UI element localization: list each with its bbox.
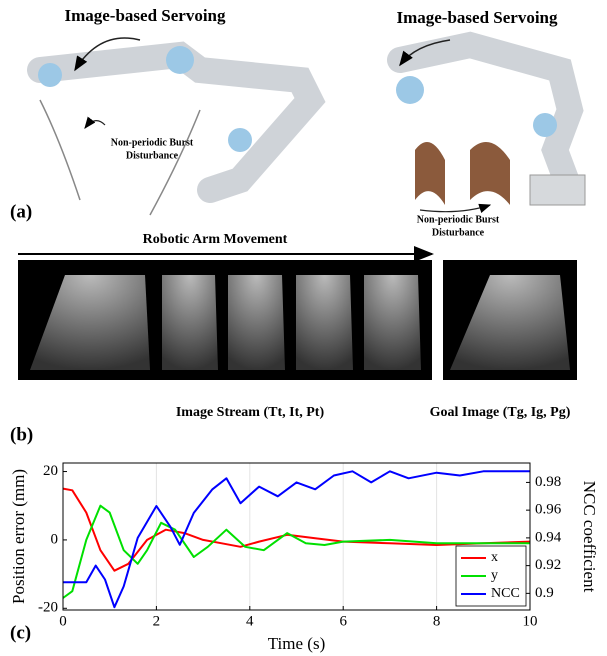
panel-title: Image-based Servoing [396, 8, 558, 27]
ultrasound-frames [30, 275, 570, 370]
robot-right [396, 40, 585, 212]
y-axis-label: Position error (mm) [9, 469, 28, 604]
panel-label: (c) [10, 622, 31, 643]
x-tick-label: 4 [246, 613, 254, 629]
x-tick-label: 6 [339, 613, 347, 629]
figure: Image-based Servoing Image-based Servoin… [0, 0, 607, 656]
y2-tick-label: 0.92 [535, 557, 561, 573]
caption: Goal Image (Tg, Ig, Pg) [430, 405, 571, 420]
legend-label: y [491, 568, 498, 583]
x-tick-label: 0 [59, 613, 67, 629]
y2-tick-label: 0.96 [535, 502, 562, 518]
annotation: Disturbance [432, 227, 485, 238]
robot-left [38, 38, 310, 215]
legend-label: x [491, 550, 498, 565]
annotation: Non-periodic Burst [111, 137, 194, 148]
legend-label: NCC [491, 586, 520, 601]
caption: Image Stream (Tt, It, Pt) [176, 405, 325, 420]
x-tick-label: 2 [153, 613, 161, 629]
arrow-label: Robotic Arm Movement [143, 232, 288, 247]
annotation: Non-periodic Burst [417, 214, 500, 225]
x-axis-label: Time (s) [268, 634, 325, 653]
annotation: Disturbance [126, 150, 179, 161]
page: Image-based Servoing Image-based Servoin… [0, 0, 607, 656]
y2-axis-label: NCC coefficient [580, 481, 599, 593]
y2-tick-label: 0.94 [535, 529, 562, 545]
y-tick-label: 20 [43, 463, 58, 479]
panel-label: (b) [10, 424, 33, 445]
y-tick-label: 0 [51, 531, 59, 547]
x-tick-label: 10 [523, 613, 538, 629]
y2-tick-label: 0.98 [535, 474, 561, 490]
panel-label: (a) [10, 201, 32, 222]
panel-title: Image-based Servoing [64, 6, 226, 25]
x-tick-label: 8 [433, 613, 441, 629]
y-tick-label: -20 [38, 600, 58, 616]
y2-tick-label: 0.9 [535, 585, 554, 601]
